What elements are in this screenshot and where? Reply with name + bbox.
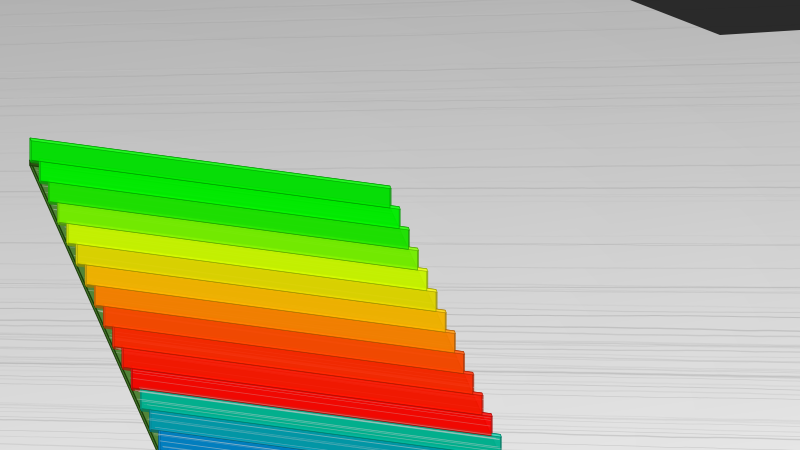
Polygon shape: [168, 449, 170, 450]
Polygon shape: [76, 242, 436, 311]
Polygon shape: [104, 304, 464, 373]
Polygon shape: [94, 283, 454, 353]
Polygon shape: [168, 449, 528, 450]
Polygon shape: [150, 407, 151, 432]
Polygon shape: [105, 306, 465, 376]
Polygon shape: [131, 366, 492, 416]
Polygon shape: [104, 304, 465, 354]
Polygon shape: [140, 387, 142, 411]
Polygon shape: [158, 428, 520, 450]
Polygon shape: [123, 348, 483, 418]
Polygon shape: [30, 160, 538, 450]
Polygon shape: [94, 283, 96, 308]
Polygon shape: [151, 410, 511, 450]
Polygon shape: [168, 449, 530, 450]
Polygon shape: [67, 221, 428, 271]
Polygon shape: [50, 182, 410, 252]
Polygon shape: [68, 224, 428, 293]
Polygon shape: [85, 262, 445, 332]
Polygon shape: [77, 244, 437, 314]
Polygon shape: [140, 387, 502, 437]
Polygon shape: [48, 180, 50, 204]
Polygon shape: [150, 407, 511, 450]
Polygon shape: [96, 286, 456, 356]
Polygon shape: [30, 138, 31, 163]
Polygon shape: [142, 389, 502, 450]
Polygon shape: [31, 141, 391, 211]
Polygon shape: [86, 265, 446, 335]
Polygon shape: [113, 324, 473, 394]
Polygon shape: [122, 345, 123, 370]
Polygon shape: [76, 242, 437, 292]
Polygon shape: [58, 200, 59, 225]
Polygon shape: [39, 159, 40, 184]
Polygon shape: [30, 160, 178, 450]
Polygon shape: [158, 428, 518, 450]
Polygon shape: [122, 345, 482, 415]
Polygon shape: [48, 180, 408, 249]
Polygon shape: [132, 369, 492, 438]
Polygon shape: [40, 162, 400, 231]
Polygon shape: [85, 262, 86, 287]
Polygon shape: [390, 208, 538, 450]
Polygon shape: [39, 159, 399, 229]
Polygon shape: [630, 0, 800, 35]
Polygon shape: [76, 242, 77, 266]
Polygon shape: [122, 345, 483, 396]
Polygon shape: [140, 387, 501, 450]
Polygon shape: [131, 366, 491, 436]
Polygon shape: [58, 200, 419, 251]
Polygon shape: [160, 431, 520, 450]
Polygon shape: [30, 138, 391, 189]
Polygon shape: [67, 221, 427, 291]
Polygon shape: [30, 138, 390, 208]
Polygon shape: [67, 221, 68, 246]
Polygon shape: [114, 327, 474, 397]
Polygon shape: [58, 200, 418, 270]
Polygon shape: [59, 203, 419, 273]
Polygon shape: [104, 304, 105, 328]
Polygon shape: [39, 159, 400, 209]
Polygon shape: [113, 324, 474, 375]
Polygon shape: [131, 366, 132, 391]
Polygon shape: [85, 262, 446, 313]
Polygon shape: [30, 160, 390, 213]
Polygon shape: [158, 428, 160, 450]
Polygon shape: [150, 407, 510, 450]
Polygon shape: [113, 324, 114, 349]
Polygon shape: [94, 283, 456, 333]
Polygon shape: [48, 180, 410, 230]
